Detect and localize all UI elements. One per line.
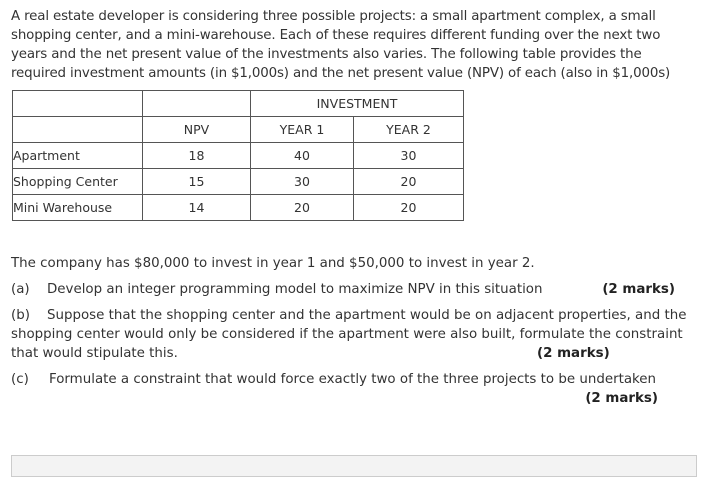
question-text: Suppose that the shopping center and the…	[11, 308, 687, 361]
column-header: NPV	[142, 116, 251, 143]
table-cell: 30	[353, 142, 464, 169]
table-cell: 20	[250, 194, 354, 221]
column-header: YEAR 1	[250, 116, 354, 143]
column-header: YEAR 2	[353, 116, 464, 143]
question-marks: (2 marks)	[602, 282, 675, 297]
row-label: Shopping Center	[12, 168, 143, 195]
table-cell	[12, 90, 143, 117]
table-cell: 20	[353, 194, 464, 221]
table-cell: 40	[250, 142, 354, 169]
table-cell: 30	[250, 168, 354, 195]
question: (b) Suppose that the shopping center and …	[11, 306, 687, 363]
question-marks: (2 marks)	[585, 391, 658, 406]
table-cell: 20	[353, 168, 464, 195]
table-cell: 18	[142, 142, 251, 169]
question-label: (c)	[11, 372, 29, 387]
table-cell: 14	[142, 194, 251, 221]
question: (a) Develop an integer programming model …	[11, 280, 687, 299]
row-label: Mini Warehouse	[12, 194, 143, 221]
question-text: Develop an integer programming model to …	[47, 282, 543, 297]
question-marks: (2 marks)	[537, 346, 610, 361]
page: A real estate developer is considering t…	[11, 9, 697, 477]
table-cell	[12, 116, 143, 143]
group-header: INVESTMENT	[250, 90, 464, 117]
table-cell: 15	[142, 168, 251, 195]
investment-table: INVESTMENT NPV YEAR 1 YEAR 2 Apartment 18…	[12, 90, 464, 221]
budget-text: The company has $80,000 to invest in yea…	[11, 256, 535, 271]
question: (c) Formulate a constraint that would for…	[11, 370, 687, 408]
row-label: Apartment	[12, 142, 143, 169]
question-label: (b)	[11, 308, 30, 323]
intro-text: A real estate developer is considering t…	[11, 9, 671, 81]
answer-box	[11, 455, 697, 477]
question-text: Formulate a constraint that would force …	[49, 372, 657, 387]
table-cell	[142, 90, 251, 117]
question-label: (a)	[11, 282, 30, 297]
